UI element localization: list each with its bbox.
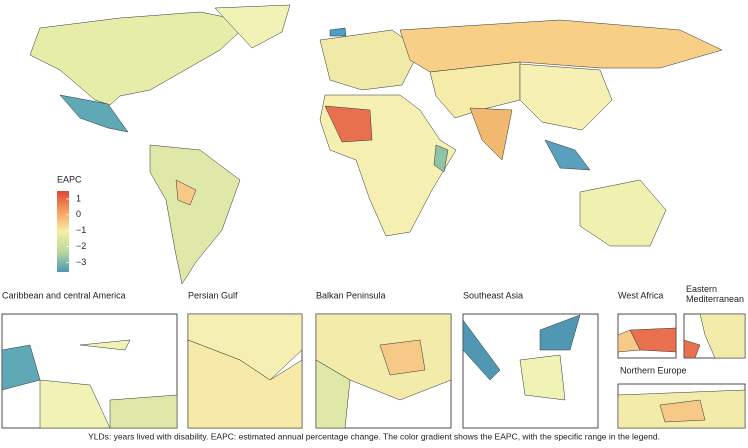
world-map [29, 4, 723, 285]
legend-tick-label: −3 [76, 257, 86, 267]
legend-tick-label: −2 [76, 241, 86, 251]
legend: EAPC [57, 174, 82, 272]
color-bar [57, 191, 69, 272]
inset-title: Persian Gulf [188, 290, 238, 300]
inset-title: Southeast Asia [463, 290, 523, 300]
legend-title: EAPC [57, 174, 82, 184]
inset-title: West Africa [618, 290, 663, 300]
legend-tick-label: 0 [76, 209, 81, 219]
inset-title: Eastern Mediterranean [686, 284, 744, 304]
inset-title: Balkan Peninsula [316, 290, 386, 300]
insets: Caribbean and central America Persian Gul… [1, 284, 746, 429]
inset-title: Northern Europe [620, 365, 687, 375]
inset-title: Caribbean and central America [2, 290, 126, 300]
legend-tick-label: −1 [76, 225, 86, 235]
caption: YLDs: years lived with disability. EAPC:… [88, 431, 660, 441]
legend-tick-label: 1 [76, 193, 81, 203]
